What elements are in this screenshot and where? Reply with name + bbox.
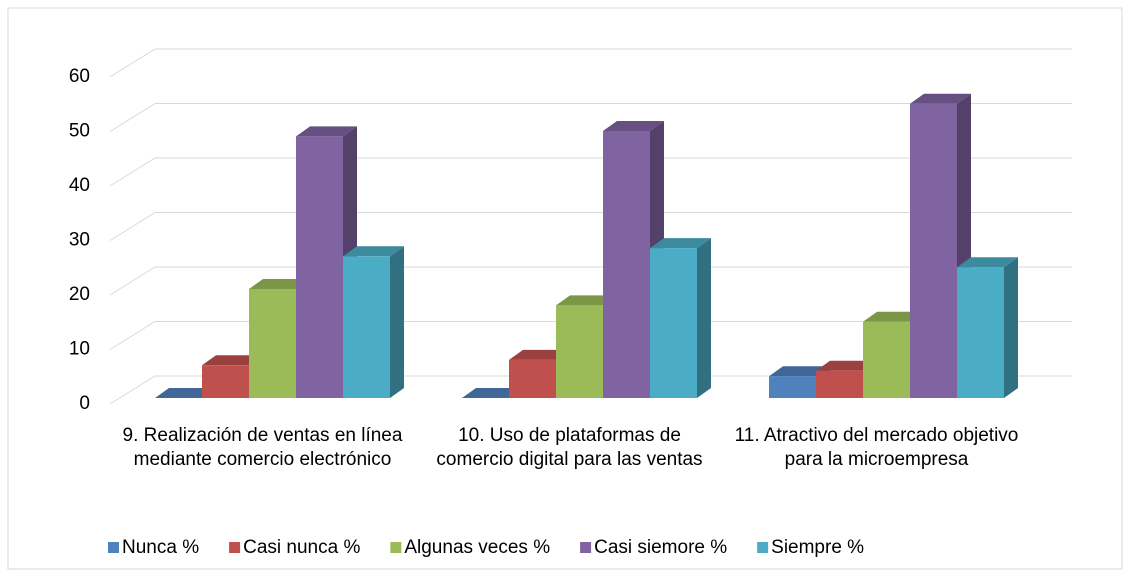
bar [910,103,957,398]
y-tick-label: 0 [79,393,90,414]
legend-swatch [757,542,769,553]
bar [202,365,249,398]
x-tick-label: 10. Uso de plataformas de comercio digit… [436,425,703,470]
bar [509,359,556,398]
y-tick-label: 60 [69,66,90,87]
bar [603,130,650,398]
legend-label: Siempre % [771,537,864,558]
y-tick-label: 30 [69,230,90,251]
bar [769,376,816,398]
bar-top [603,120,664,131]
bar-side [390,246,404,398]
grid-line [109,266,1072,296]
y-tick-label: 20 [69,284,90,305]
legend-swatch [390,542,402,553]
bar [650,248,697,398]
legend-label: Casi siemore % [594,537,727,558]
legend-label: Algunas veces % [404,537,550,558]
bar [816,370,863,398]
y-tick-label: 10 [69,339,90,360]
bar-side [1004,257,1018,398]
bar-top [556,295,617,306]
legend-swatch [580,542,592,553]
bar-top [462,388,523,398]
grid-line [109,48,1072,78]
bar-top [155,388,216,398]
bar [863,321,910,398]
legend-swatch [108,542,119,553]
bar [249,289,296,398]
x-tick-label: 9. Realización de ventas en línea median… [122,425,403,470]
bar [296,136,343,398]
legend-label: Nunca % [122,537,199,558]
bar-top [816,360,877,371]
bar-top [343,246,404,257]
grid-line [109,103,1072,132]
grid-line [109,157,1072,187]
bar-top [296,126,357,137]
bar-top [509,349,570,360]
chart-border [7,7,1123,570]
bar-top [650,238,711,249]
y-tick-label: 40 [69,175,90,196]
bar [343,256,390,398]
grid-line [109,212,1072,241]
bar-top [910,93,971,104]
bar-top [769,366,830,377]
bar-top [863,311,924,322]
bar [556,305,603,398]
grid-line [109,321,1072,350]
bar [957,267,1004,398]
grid-line [109,375,1072,405]
bar-top [957,257,1018,268]
bar-top [202,355,263,366]
y-tick-label: 50 [69,121,90,142]
x-tick-label: 11. Atractivo del mercado objetivo para … [734,425,1019,470]
legend-label: Casi nunca % [243,537,360,558]
bar-top [249,279,310,289]
legend-swatch [229,542,241,553]
bar-side [697,238,711,398]
